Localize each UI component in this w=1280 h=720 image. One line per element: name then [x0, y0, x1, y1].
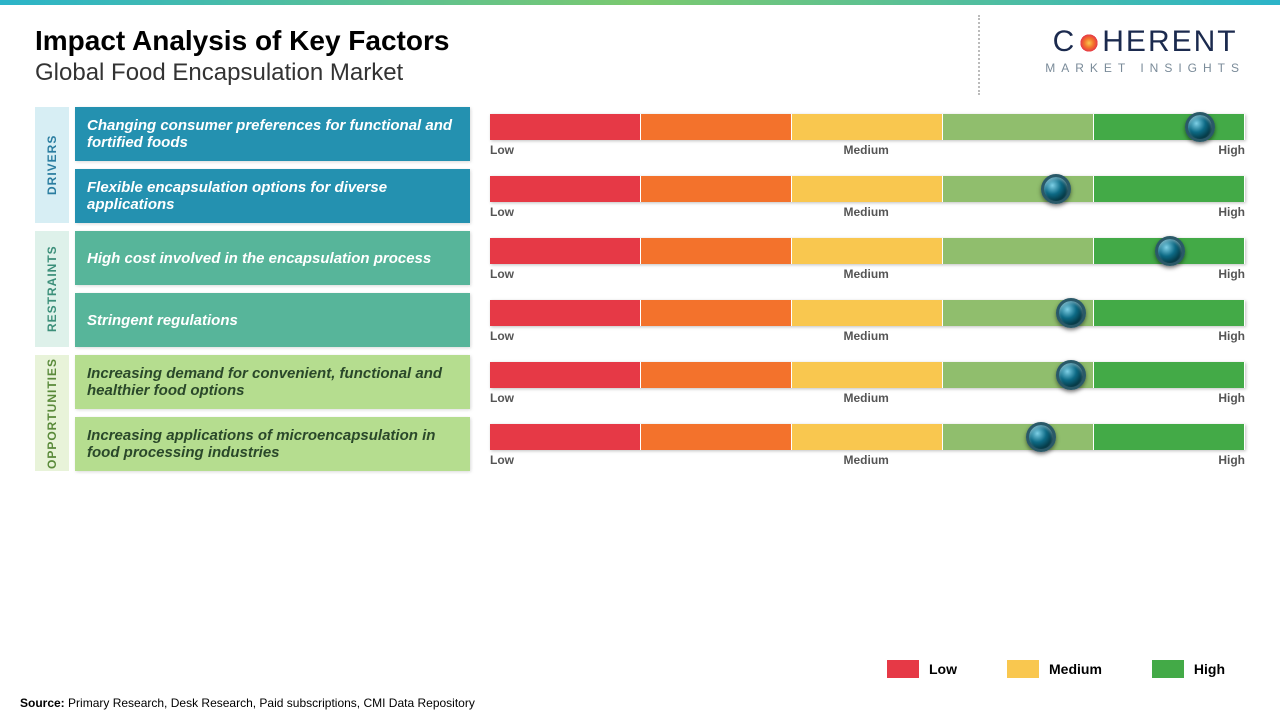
- logo-subtext: MARKET INSIGHTS: [1045, 61, 1245, 75]
- legend-label-high: High: [1194, 661, 1225, 677]
- impact-marker: [1026, 422, 1056, 452]
- impact-scale: [490, 176, 1245, 202]
- legend-high: High: [1152, 660, 1225, 678]
- impact-marker: [1041, 174, 1071, 204]
- impact-scale: [490, 238, 1245, 264]
- factor-label: Flexible encapsulation options for diver…: [75, 169, 470, 223]
- legend-low: Low: [887, 660, 957, 678]
- group-label: RESTRAINTS: [35, 231, 69, 347]
- header: Impact Analysis of Key Factors Global Fo…: [0, 0, 1280, 97]
- legend-swatch-medium: [1007, 660, 1039, 678]
- impact-scale: [490, 300, 1245, 326]
- factor-row: Flexible encapsulation options for diver…: [75, 169, 1245, 223]
- legend-label-medium: Medium: [1049, 661, 1102, 677]
- source-text: Primary Research, Desk Research, Paid su…: [68, 696, 475, 710]
- factor-label: Changing consumer preferences for functi…: [75, 107, 470, 161]
- top-accent: [0, 0, 1280, 5]
- page-subtitle: Global Food Encapsulation Market: [35, 59, 449, 87]
- factor-label: Increasing demand for convenient, functi…: [75, 355, 470, 409]
- group-opportunities: OPPORTUNITIESIncreasing demand for conve…: [35, 355, 1245, 471]
- factor-row: Stringent regulationsLowMediumHigh: [75, 293, 1245, 347]
- source-prefix: Source:: [20, 696, 65, 710]
- impact-marker: [1155, 236, 1185, 266]
- impact-scale: [490, 362, 1245, 388]
- vertical-divider: [978, 15, 980, 95]
- factor-rows: DRIVERSChanging consumer preferences for…: [0, 97, 1280, 471]
- brand-logo: C HERENT MARKET INSIGHTS: [1045, 25, 1245, 75]
- legend-swatch-high: [1152, 660, 1184, 678]
- source-line: Source: Primary Research, Desk Research,…: [20, 696, 475, 710]
- group-label: DRIVERS: [35, 107, 69, 223]
- legend: Low Medium High: [887, 660, 1225, 678]
- group-label: OPPORTUNITIES: [35, 355, 69, 471]
- group-drivers: DRIVERSChanging consumer preferences for…: [35, 107, 1245, 223]
- factor-label: High cost involved in the encapsulation …: [75, 231, 470, 285]
- factor-row: High cost involved in the encapsulation …: [75, 231, 1245, 285]
- impact-marker: [1056, 360, 1086, 390]
- impact-scale: [490, 114, 1245, 140]
- legend-swatch-low: [887, 660, 919, 678]
- page-title: Impact Analysis of Key Factors: [35, 25, 449, 57]
- factor-row: Increasing demand for convenient, functi…: [75, 355, 1245, 409]
- factor-row: Increasing applications of microencapsul…: [75, 417, 1245, 471]
- factor-label: Stringent regulations: [75, 293, 470, 347]
- impact-marker: [1056, 298, 1086, 328]
- legend-label-low: Low: [929, 661, 957, 677]
- impact-scale: [490, 424, 1245, 450]
- impact-marker: [1185, 112, 1215, 142]
- factor-label: Increasing applications of microencapsul…: [75, 417, 470, 471]
- legend-medium: Medium: [1007, 660, 1102, 678]
- group-restraints: RESTRAINTSHigh cost involved in the enca…: [35, 231, 1245, 347]
- logo-text-left: C: [1053, 25, 1077, 58]
- sun-icon: [1078, 32, 1100, 54]
- logo-text-right: HERENT: [1102, 25, 1237, 58]
- factor-row: Changing consumer preferences for functi…: [75, 107, 1245, 161]
